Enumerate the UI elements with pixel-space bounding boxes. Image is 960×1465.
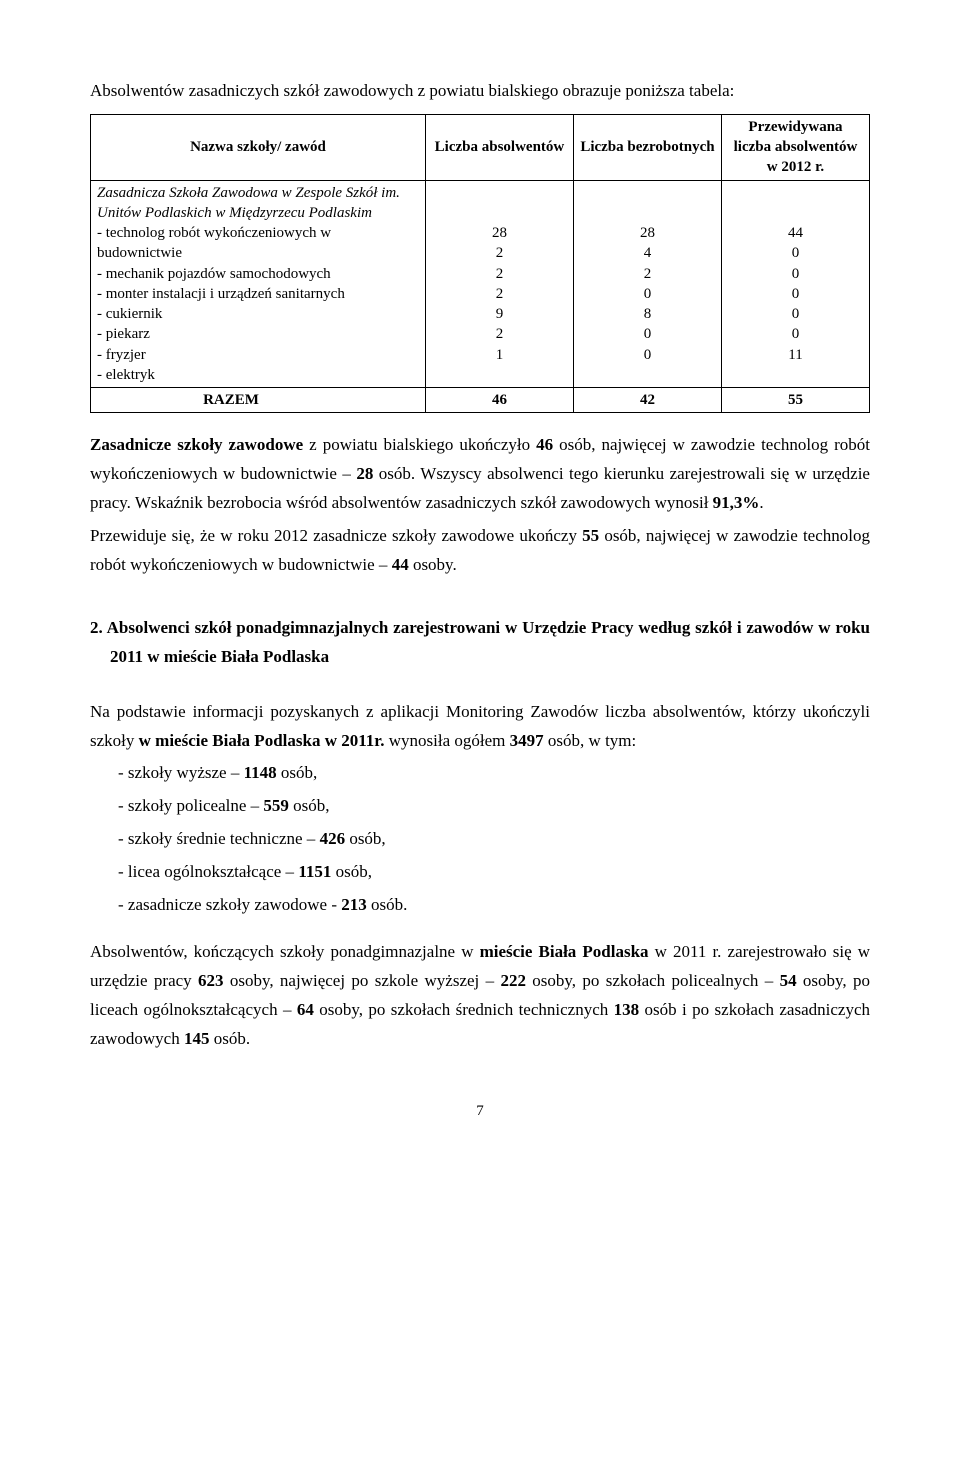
text: - zasadnicze szkoły zawodowe - [118,895,341,914]
cell-value: 11 [728,345,863,365]
text: - szkoły wyższe – [118,763,244,782]
section-heading: 2. Absolwenci szkół ponadgimnazjalnych z… [90,614,870,672]
bullet-2: - szkoły policealne – 559 osób, [90,792,870,821]
col-a-cell: 28 2 2 2 9 2 1 [425,180,573,388]
p4-num5: 138 [614,1000,640,1019]
text: osób, [331,862,372,881]
text: osoby, po szkołach średnich technicznych [314,1000,614,1019]
intro-text: Absolwentów zasadniczych szkół zawodowyc… [90,77,870,106]
text: osób. [209,1029,250,1048]
cell-value: 0 [728,324,863,344]
cell-value: 28 [432,223,567,243]
table-row: Zasadnicza Szkoła Zawodowa w Zespole Szk… [91,180,870,388]
text: osób, w tym: [544,731,637,750]
item-label: - elektryk [97,365,419,385]
p4-bold-city: mieście Biała Podlaska [480,942,649,961]
b2-num: 559 [263,796,289,815]
text: - szkoły średnie techniczne – [118,829,320,848]
item-label: - fryzjer [97,345,419,365]
th-col-c: Przewidywana liczba absolwentów w 2012 r… [721,114,869,180]
b1-num: 1148 [244,763,277,782]
th-col-b: Liczba bezrobotnych [573,114,721,180]
cell-value: 28 [580,223,715,243]
cell-value: 9 [432,304,567,324]
item-label: - mechanik pojazdów samochodowych [97,264,419,284]
th-col-a: Liczba absolwentów [425,114,573,180]
razem-a: 46 [425,388,573,413]
cell-value: 0 [580,324,715,344]
p1-num2: 28 [356,464,373,483]
text: osób, [289,796,330,815]
p4-num6: 145 [184,1029,210,1048]
item-label: - technolog robót wykończeniowych w budo… [97,223,419,264]
text: osób, [345,829,386,848]
razem-b: 42 [573,388,721,413]
cell-value: 0 [728,304,863,324]
paragraph-1: Zasadnicze szkoły zawodowe z powiatu bia… [90,431,870,518]
text: osób, [277,763,318,782]
cell-value: 2 [580,264,715,284]
bullet-3: - szkoły średnie techniczne – 426 osób, [90,825,870,854]
p1-pct: 91,3% [713,493,760,512]
text: - licea ogólnokształcące – [118,862,298,881]
cell-value: 0 [580,345,715,365]
graduates-table: Nazwa szkoły/ zawód Liczba absolwentów L… [90,114,870,414]
col-c-cell: 44 0 0 0 0 0 11 [721,180,869,388]
cell-value: 44 [728,223,863,243]
cell-value: 0 [728,264,863,284]
text: osób. [367,895,408,914]
school-line1: Zasadnicza Szkoła Zawodowa w Zespole Szk… [97,183,419,203]
p3-bold: w mieście Biała Podlaska w 2011r. [139,731,385,750]
text: z powiatu bialskiego ukończyło [303,435,536,454]
paragraph-3: Na podstawie informacji pozyskanych z ap… [90,698,870,756]
text: - szkoły policealne – [118,796,263,815]
item-label: - cukiernik [97,304,419,324]
cell-value: 2 [432,264,567,284]
text: . [759,493,763,512]
text: osoby, po szkołach policealnych – [526,971,780,990]
p4-num1: 623 [198,971,224,990]
paragraph-2: Przewiduje się, że w roku 2012 zasadnicz… [90,522,870,580]
page: Absolwentów zasadniczych szkół zawodowyc… [0,0,960,1165]
text: wynosiła ogółem [385,731,510,750]
text: osoby. [409,555,457,574]
p1-bold: Zasadnicze szkoły zawodowe [90,435,303,454]
cell-value: 2 [432,324,567,344]
razem-label: RAZEM [91,388,426,413]
p4-num3: 54 [780,971,797,990]
p2-num: 55 [582,526,599,545]
school-line2: Unitów Podlaskich w Międzyrzecu Podlaski… [97,203,419,223]
b3-num: 426 [320,829,346,848]
b4-num: 1151 [298,862,331,881]
b5-num: 213 [341,895,367,914]
col-b-cell: 28 4 2 0 8 0 0 [573,180,721,388]
p2-num2: 44 [392,555,409,574]
razem-c: 55 [721,388,869,413]
p3-num: 3497 [510,731,544,750]
bullet-4: - licea ogólnokształcące – 1151 osób, [90,858,870,887]
paragraph-4: Absolwentów, kończących szkoły ponadgimn… [90,938,870,1054]
cell-value: 1 [432,345,567,365]
table-row-total: RAZEM 46 42 55 [91,388,870,413]
th-name: Nazwa szkoły/ zawód [91,114,426,180]
cell-value: 0 [728,243,863,263]
p4-num2: 222 [500,971,526,990]
item-label: - monter instalacji i urządzeń sanitarny… [97,284,419,304]
cell-value: 8 [580,304,715,324]
page-number: 7 [90,1099,870,1125]
text: Absolwentów, kończących szkoły ponadgimn… [90,942,480,961]
cell-value: 2 [432,243,567,263]
text: Przewiduje się, że w roku 2012 zasadnicz… [90,526,582,545]
item-label: - piekarz [97,324,419,344]
bullet-5: - zasadnicze szkoły zawodowe - 213 osób. [90,891,870,920]
cell-value: 2 [432,284,567,304]
bullet-1: - szkoły wyższe – 1148 osób, [90,759,870,788]
cell-value: 0 [728,284,863,304]
p4-num4: 64 [297,1000,314,1019]
school-cell: Zasadnicza Szkoła Zawodowa w Zespole Szk… [91,180,426,388]
text: osoby, najwięcej po szkole wyższej – [224,971,501,990]
cell-value: 4 [580,243,715,263]
cell-value: 0 [580,284,715,304]
p1-num: 46 [536,435,553,454]
